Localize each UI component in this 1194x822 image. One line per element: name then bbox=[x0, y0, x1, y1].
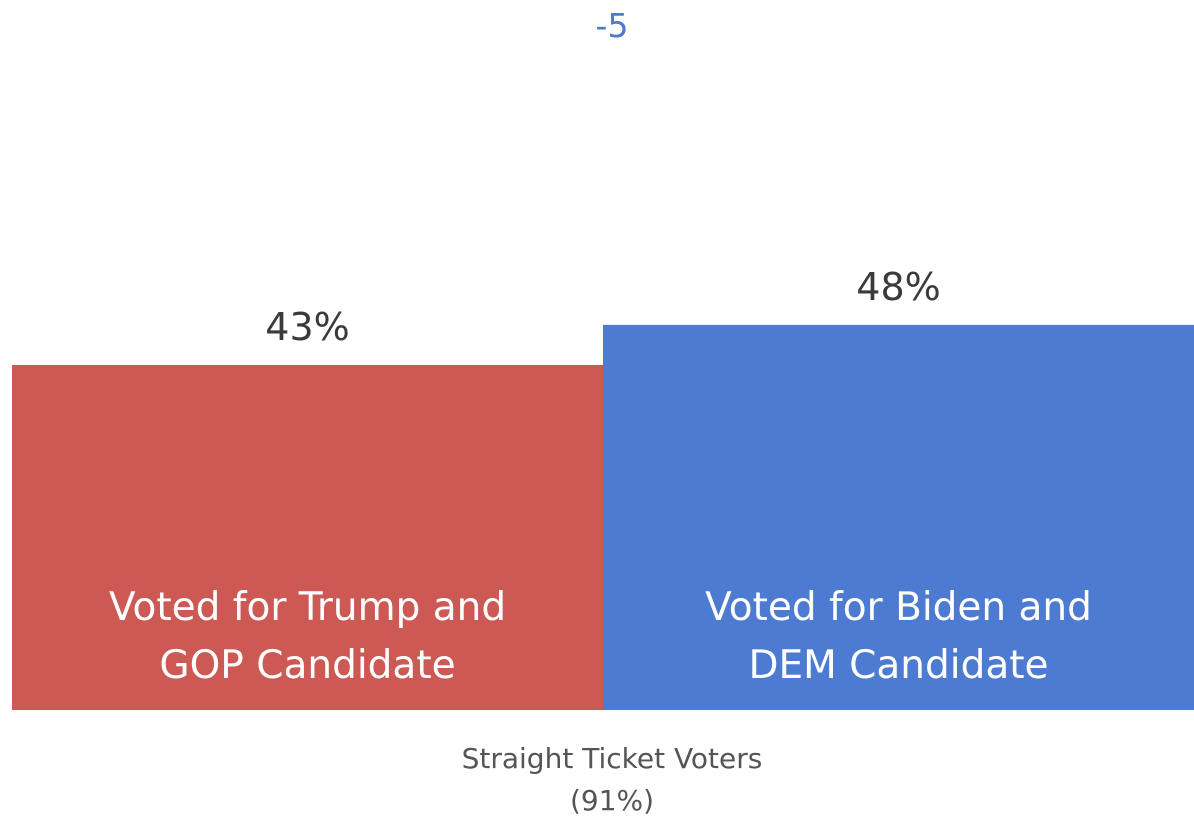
bar-1-value-label: 43% bbox=[265, 305, 349, 349]
bar-1-label-line-2: GOP Candidate bbox=[159, 643, 455, 688]
category-label-line-2: (91%) bbox=[569, 784, 655, 817]
category-label: Straight Ticket Voters (91%) bbox=[0, 738, 1194, 822]
category-label-line-1: Straight Ticket Voters bbox=[461, 742, 763, 775]
bar-2-label-line-1: Voted for Biden and bbox=[705, 585, 1092, 630]
bar-2-value-label: 48% bbox=[856, 265, 940, 309]
margin-annotation: -5 bbox=[595, 6, 629, 45]
bar-1-label-line-1: Voted for Trump and bbox=[109, 585, 506, 630]
bar-1 bbox=[12, 365, 603, 710]
bar-2 bbox=[603, 324, 1194, 710]
bar-2-label-line-2: DEM Candidate bbox=[748, 643, 1048, 688]
